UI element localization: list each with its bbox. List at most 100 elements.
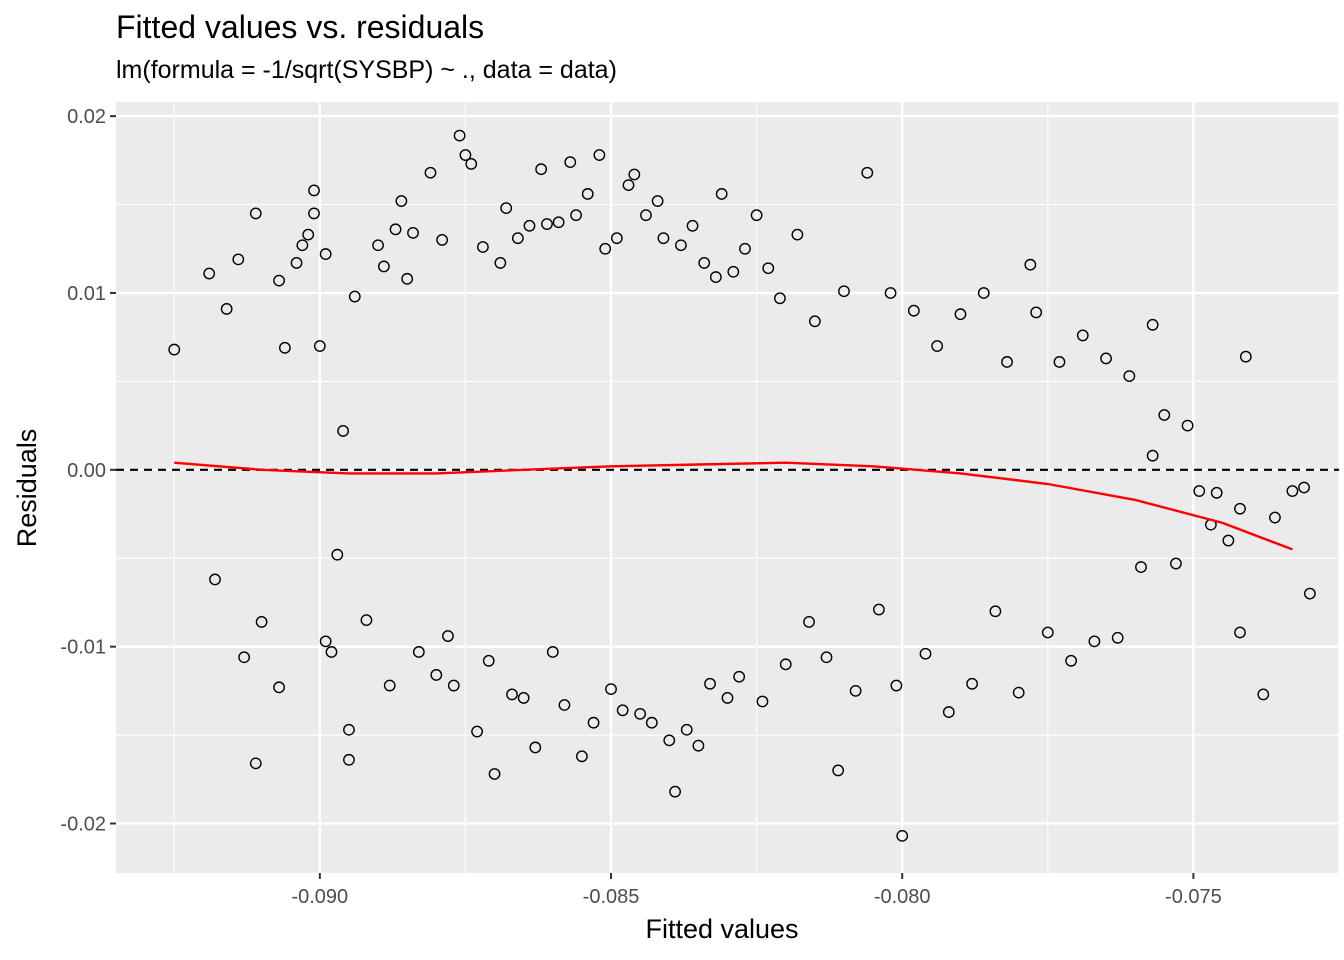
residual-point xyxy=(739,242,751,255)
residual-point xyxy=(424,166,437,179)
residual-point xyxy=(605,683,617,695)
residual-point xyxy=(1076,329,1089,342)
residual-point xyxy=(1239,350,1252,363)
residual-point xyxy=(383,679,396,692)
residual-point xyxy=(1170,557,1182,570)
residual-point xyxy=(907,304,920,317)
residual-point xyxy=(546,646,559,658)
plot-panel xyxy=(116,102,1339,873)
residual-point xyxy=(313,340,326,352)
residual-point xyxy=(873,603,885,616)
residual-point xyxy=(249,757,262,770)
residual-point xyxy=(680,723,693,736)
residual-point xyxy=(715,188,728,200)
x-tick-label: -0.080 xyxy=(874,886,931,908)
residual-point xyxy=(849,684,862,697)
residual-point xyxy=(942,706,955,718)
residual-point xyxy=(599,242,612,255)
residual-point xyxy=(610,232,623,245)
residual-point xyxy=(1001,356,1013,368)
residual-point xyxy=(389,223,402,236)
residual-point xyxy=(552,216,565,229)
residual-point xyxy=(1135,561,1147,573)
residual-point xyxy=(1111,631,1124,644)
residual-point xyxy=(919,647,932,660)
y-axis: 0.02 0.01 0.00 -0.01 -0.02 xyxy=(60,106,116,835)
residual-point xyxy=(1024,258,1037,271)
residual-point xyxy=(430,669,443,681)
x-axis-label: Fitted values xyxy=(645,914,798,944)
residual-point xyxy=(535,163,548,176)
residual-point xyxy=(989,605,1002,618)
residual-point xyxy=(686,219,699,232)
residual-point xyxy=(459,149,472,161)
residual-point xyxy=(1269,511,1281,524)
residual-point xyxy=(296,239,309,252)
residual-point xyxy=(954,308,967,321)
x-tick-label: -0.085 xyxy=(583,886,640,908)
residual-point xyxy=(506,688,518,701)
residual-point xyxy=(436,234,449,246)
residual-point xyxy=(616,704,629,717)
residual-point xyxy=(412,646,425,658)
major-gridlines xyxy=(116,102,1339,873)
residual-point xyxy=(931,340,944,352)
residual-point xyxy=(447,679,460,692)
y-tick-label: 0.02 xyxy=(67,106,106,128)
residual-point xyxy=(302,228,315,241)
residual-point xyxy=(651,195,664,207)
residual-point xyxy=(220,302,233,315)
residual-point xyxy=(511,232,524,245)
residual-points xyxy=(168,129,1316,842)
residual-point xyxy=(273,274,285,287)
residual-point xyxy=(832,764,845,777)
residual-point xyxy=(861,166,874,179)
residual-point xyxy=(820,651,833,664)
residual-point xyxy=(372,239,384,252)
residual-point xyxy=(278,341,291,354)
residual-point xyxy=(698,257,711,269)
residual-point xyxy=(1146,318,1159,331)
y-tick-label: -0.01 xyxy=(60,637,106,659)
residual-point xyxy=(576,750,588,763)
residual-point xyxy=(442,630,454,642)
residual-point xyxy=(966,677,978,690)
residual-point xyxy=(395,195,408,207)
residual-point xyxy=(779,658,792,671)
residual-point xyxy=(774,292,786,305)
residual-point xyxy=(762,262,775,275)
residual-point xyxy=(1298,481,1310,494)
residual-point xyxy=(692,739,705,752)
residual-point xyxy=(407,226,419,239)
residual-point xyxy=(640,209,652,222)
residual-point xyxy=(1210,486,1223,499)
y-tick-label: 0.01 xyxy=(67,283,106,305)
residual-point xyxy=(1222,534,1235,547)
y-tick-label: 0.00 xyxy=(67,460,106,482)
residual-point xyxy=(523,219,536,232)
y-axis-label: Residuals xyxy=(12,429,42,548)
residual-point xyxy=(645,716,658,729)
residual-point xyxy=(529,741,542,754)
residual-point xyxy=(657,232,670,245)
residual-point xyxy=(203,267,216,280)
residual-point xyxy=(977,287,990,299)
residual-point xyxy=(663,734,676,747)
residual-point xyxy=(337,425,350,437)
residual-point xyxy=(564,156,577,169)
residual-point xyxy=(896,829,909,842)
residual-point xyxy=(1100,352,1112,365)
x-tick-label: -0.090 xyxy=(291,886,348,908)
residual-point xyxy=(628,168,641,181)
residual-point xyxy=(290,257,303,269)
residual-point xyxy=(308,184,320,197)
residual-point xyxy=(1123,370,1136,382)
residual-point xyxy=(1234,502,1246,515)
chart-title: Fitted values vs. residuals xyxy=(116,9,484,45)
residual-point xyxy=(401,272,414,285)
residual-point xyxy=(581,188,594,200)
residual-point xyxy=(838,285,850,298)
residual-point xyxy=(476,241,489,253)
x-axis: -0.090 -0.085 -0.080 -0.075 xyxy=(291,873,1222,908)
residual-point xyxy=(255,615,268,628)
